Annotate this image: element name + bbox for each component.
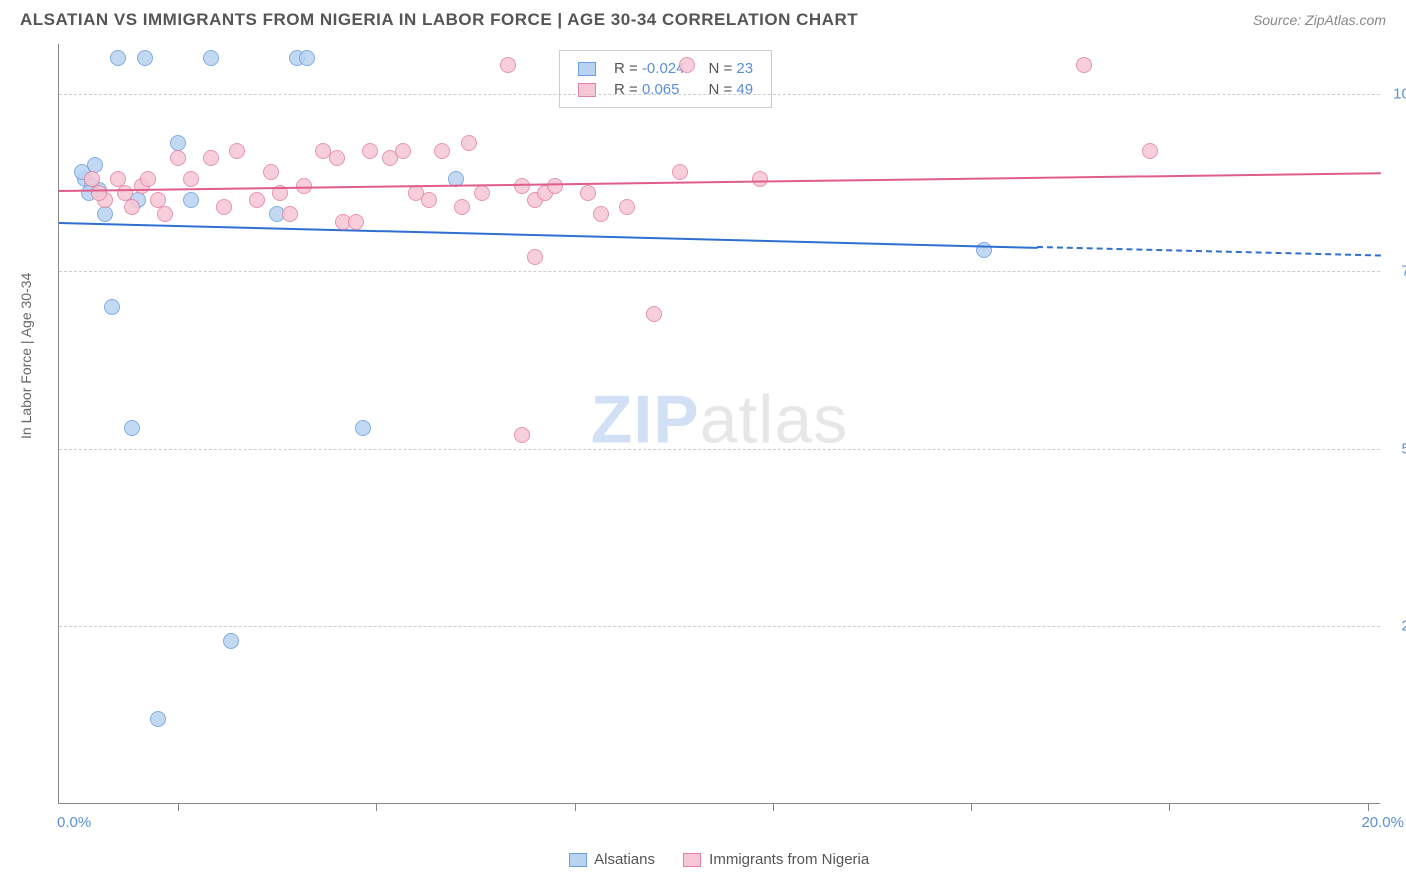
watermark-atlas: atlas <box>700 381 849 457</box>
stat-n-value: 49 <box>736 81 753 98</box>
data-point <box>183 171 199 187</box>
gridline <box>59 271 1380 272</box>
watermark: ZIPatlas <box>591 380 848 458</box>
data-point <box>527 249 543 265</box>
stat-n-label: N = <box>708 60 736 77</box>
trend-line <box>59 172 1381 192</box>
data-point <box>140 171 156 187</box>
x-tick <box>971 803 972 811</box>
x-tick <box>575 803 576 811</box>
data-point <box>593 206 609 222</box>
legend-swatch <box>569 853 587 867</box>
data-point <box>514 427 530 443</box>
data-point <box>1076 57 1092 73</box>
x-tick <box>1169 803 1170 811</box>
y-axis-label: In Labor Force | Age 30-34 <box>18 273 34 439</box>
stat-n-label: N = <box>708 81 736 98</box>
data-point <box>619 199 635 215</box>
legend-swatch <box>683 853 701 867</box>
page-title: ALSATIAN VS IMMIGRANTS FROM NIGERIA IN L… <box>20 10 858 30</box>
stat-n-value: 23 <box>736 60 753 77</box>
data-point <box>150 711 166 727</box>
data-point <box>104 299 120 315</box>
legend-item: Immigrants from Nigeria <box>683 851 869 868</box>
legend-stat-row: R = -0.024 N = 23 <box>572 59 759 78</box>
legend-swatch <box>578 83 596 97</box>
data-point <box>976 242 992 258</box>
data-point <box>110 50 126 66</box>
data-point <box>752 171 768 187</box>
y-tick-label: 25.0% <box>1401 618 1406 635</box>
data-point <box>329 150 345 166</box>
data-point <box>395 143 411 159</box>
stat-r-value: 0.065 <box>642 81 680 98</box>
data-point <box>229 143 245 159</box>
data-point <box>124 199 140 215</box>
data-point <box>1142 143 1158 159</box>
legend-swatch <box>578 62 596 76</box>
gridline <box>59 94 1380 95</box>
y-tick-label: 100.0% <box>1393 85 1406 102</box>
data-point <box>454 199 470 215</box>
data-point <box>263 164 279 180</box>
data-point <box>223 633 239 649</box>
stat-r-label: R = <box>614 81 642 98</box>
x-min-label: 0.0% <box>57 814 91 831</box>
data-point <box>216 199 232 215</box>
stat-r-value: -0.024 <box>642 60 685 77</box>
data-point <box>461 135 477 151</box>
y-tick-label: 50.0% <box>1401 440 1406 457</box>
x-max-label: 20.0% <box>1361 814 1404 831</box>
legend-label: Immigrants from Nigeria <box>709 851 869 868</box>
data-point <box>646 306 662 322</box>
data-point <box>434 143 450 159</box>
legend-stats: R = -0.024 N = 23 R = 0.065 N = 49 <box>559 50 772 108</box>
legend-label: Alsatians <box>594 851 655 868</box>
data-point <box>355 420 371 436</box>
data-point <box>474 185 490 201</box>
data-point <box>170 150 186 166</box>
data-point <box>500 57 516 73</box>
data-point <box>348 214 364 230</box>
source-attribution: Source: ZipAtlas.com <box>1253 12 1386 28</box>
data-point <box>362 143 378 159</box>
data-point <box>514 178 530 194</box>
data-point <box>672 164 688 180</box>
trend-line <box>59 222 1037 249</box>
legend-item: Alsatians <box>569 851 655 868</box>
legend-stat-row: R = 0.065 N = 49 <box>572 80 759 99</box>
data-point <box>91 185 107 201</box>
y-tick-label: 75.0% <box>1401 263 1406 280</box>
data-point <box>97 206 113 222</box>
stat-r-label: R = <box>614 60 642 77</box>
trend-line-dash <box>1037 246 1381 257</box>
data-point <box>249 192 265 208</box>
data-point <box>124 420 140 436</box>
data-point <box>203 50 219 66</box>
x-tick <box>178 803 179 811</box>
gridline <box>59 449 1380 450</box>
data-point <box>299 50 315 66</box>
data-point <box>157 206 173 222</box>
gridline <box>59 626 1380 627</box>
plot-area: ZIPatlas R = -0.024 N = 23 R = 0.065 N = 49… <box>58 44 1380 804</box>
data-point <box>282 206 298 222</box>
x-tick <box>1368 803 1369 811</box>
correlation-chart: In Labor Force | Age 30-34 ZIPatlas R = … <box>20 44 1386 834</box>
data-point <box>183 192 199 208</box>
data-point <box>203 150 219 166</box>
data-point <box>547 178 563 194</box>
x-tick <box>376 803 377 811</box>
data-point <box>580 185 596 201</box>
watermark-zip: ZIP <box>591 381 700 457</box>
data-point <box>137 50 153 66</box>
legend-series: Alsatians Immigrants from Nigeria <box>58 851 1380 868</box>
data-point <box>679 57 695 73</box>
x-tick <box>773 803 774 811</box>
data-point <box>421 192 437 208</box>
